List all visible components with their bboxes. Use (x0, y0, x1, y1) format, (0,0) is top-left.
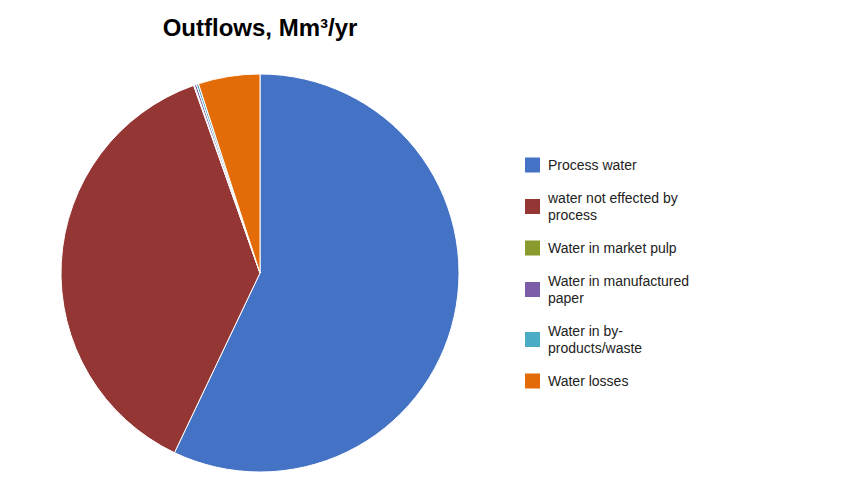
title: Outflows, Mm³/yr (163, 14, 358, 41)
chart: Outflows, Mm³/yr Process water water not e… (0, 0, 863, 486)
legend-label: Process water (548, 157, 637, 173)
legend-item: Water in by-products/waste (525, 323, 642, 356)
legend-swatch (525, 282, 540, 297)
legend-label: Water in by-products/waste (548, 323, 642, 356)
legend-swatch (525, 199, 540, 214)
legend-item: Process water (525, 157, 637, 173)
pie (61, 74, 459, 472)
legend-item: water not effected byprocess (525, 190, 678, 223)
legend-label: water not effected byprocess (547, 190, 678, 223)
legend: Process water water not effected byproces… (525, 157, 689, 389)
legend-swatch (525, 332, 540, 347)
legend-swatch (525, 158, 540, 173)
legend-swatch (525, 241, 540, 256)
legend-swatch (525, 374, 540, 389)
legend-item: Water in manufacturedpaper (525, 273, 689, 306)
legend-item: Water in market pulp (525, 240, 677, 256)
legend-label: Water in market pulp (548, 240, 677, 256)
legend-item: Water losses (525, 373, 628, 389)
legend-label: Water in manufacturedpaper (548, 273, 689, 306)
legend-label: Water losses (548, 373, 628, 389)
slice (198, 74, 260, 273)
